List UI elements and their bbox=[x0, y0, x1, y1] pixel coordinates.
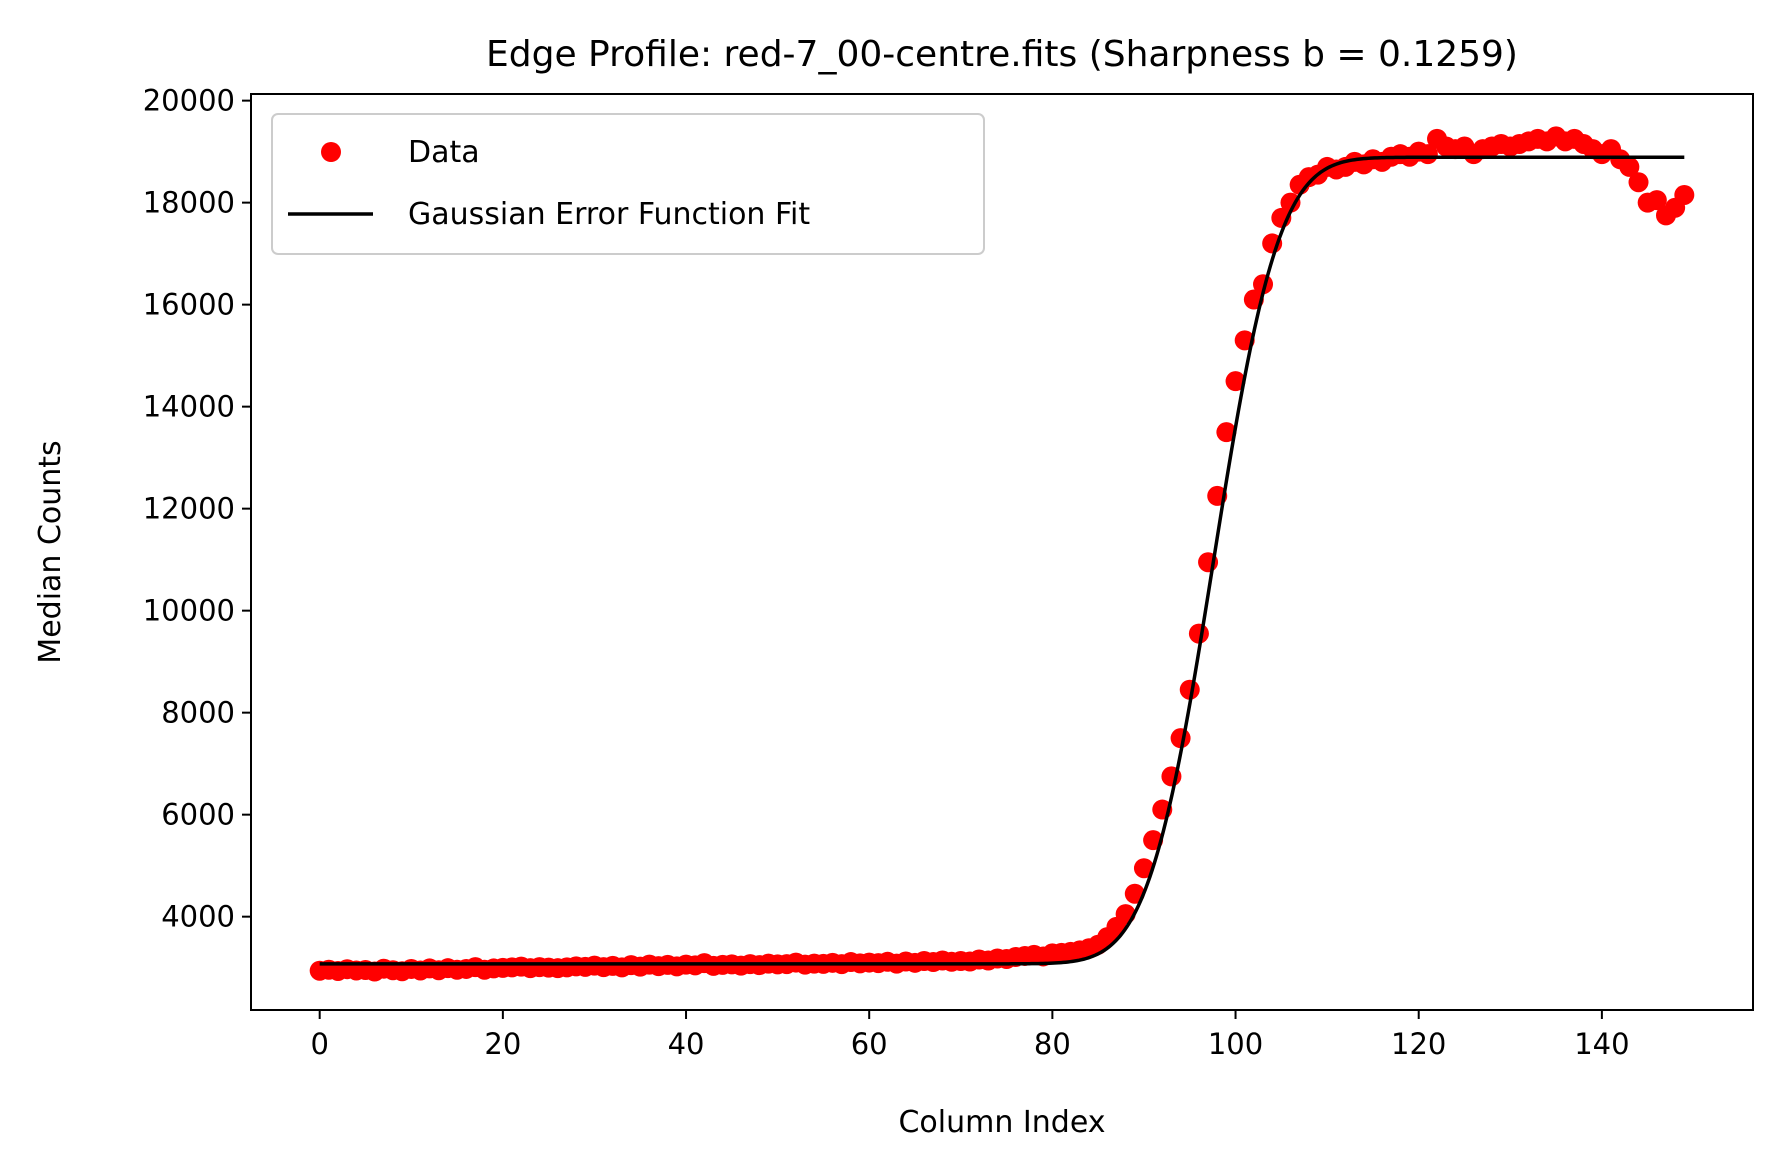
data-point bbox=[1417, 144, 1438, 165]
legend-label-fit: Gaussian Error Function Fit bbox=[408, 197, 810, 232]
legend-label-data: Data bbox=[408, 135, 480, 170]
x-tick-label: 100 bbox=[1208, 1027, 1263, 1061]
legend: Data Gaussian Error Function Fit bbox=[271, 113, 985, 255]
y-tick-label: 6000 bbox=[161, 798, 235, 832]
fit-curve-layer bbox=[319, 155, 1685, 966]
y-tick-label: 4000 bbox=[161, 900, 235, 934]
x-axis-label: Column Index bbox=[898, 1105, 1105, 1140]
y-tick-label: 10000 bbox=[143, 594, 235, 628]
y-tick-label: 8000 bbox=[161, 696, 235, 730]
y-axis-ticks: 4000 6000 8000 10000 12000 14000 16000 18000 200… bbox=[143, 84, 251, 934]
y-tick-label: 18000 bbox=[143, 186, 235, 220]
y-tick-label: 20000 bbox=[143, 84, 235, 118]
x-tick-label: 80 bbox=[1034, 1027, 1071, 1061]
x-tick-label: 0 bbox=[310, 1027, 328, 1061]
x-tick-label: 60 bbox=[851, 1027, 888, 1061]
data-point bbox=[1216, 422, 1237, 443]
x-tick-label: 40 bbox=[668, 1027, 705, 1061]
fit-curve bbox=[319, 155, 1685, 966]
data-point bbox=[1225, 371, 1246, 392]
y-axis-label: Median Counts bbox=[33, 440, 68, 663]
data-point bbox=[1646, 190, 1667, 211]
chart-title: Edge Profile: red-7_00-centre.fits (Shar… bbox=[486, 34, 1518, 75]
plot-frame bbox=[250, 93, 1754, 1011]
data-point bbox=[1133, 858, 1154, 879]
x-tick-label: 20 bbox=[484, 1027, 521, 1061]
x-tick-label: 120 bbox=[1391, 1027, 1446, 1061]
data-point bbox=[1619, 156, 1640, 177]
data-point bbox=[1628, 172, 1649, 193]
data-point bbox=[1674, 184, 1695, 205]
y-tick-label: 12000 bbox=[143, 492, 235, 526]
legend-marker-data bbox=[321, 142, 341, 162]
legend-box bbox=[271, 113, 985, 255]
data-point bbox=[1280, 192, 1301, 213]
y-tick-label: 16000 bbox=[143, 288, 235, 322]
x-axis-ticks: 0 20 40 60 80 100 120 140 bbox=[310, 1010, 1630, 1061]
y-tick-label: 14000 bbox=[143, 390, 235, 424]
x-tick-label: 140 bbox=[1574, 1027, 1629, 1061]
